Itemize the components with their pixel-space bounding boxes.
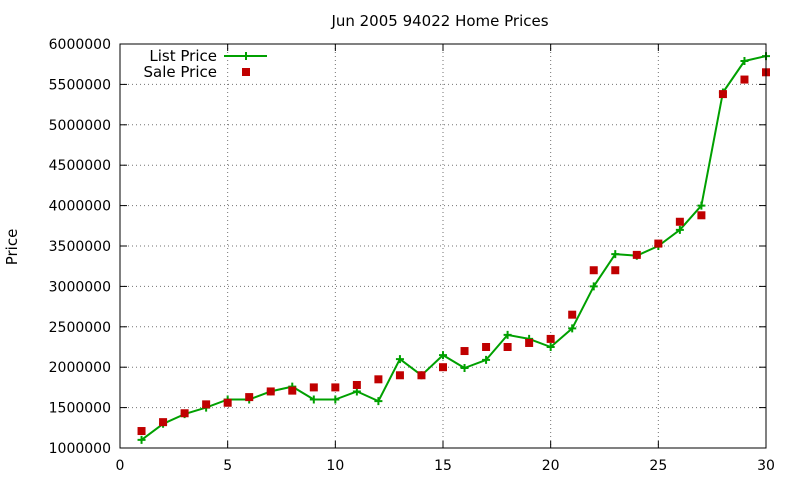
sale-price-point: [525, 338, 534, 347]
sale-price-point: [223, 398, 232, 407]
list-price-point: [309, 395, 318, 404]
tick-labels: 1000000 1500000 2000000 2500000 3000000 35000…: [49, 37, 775, 474]
y-tick-label: 2000000: [49, 360, 111, 376]
plot-frame: [119, 43, 767, 449]
sale-price-point: [589, 266, 598, 275]
sale-price-point: [654, 239, 663, 248]
list-price-point: [395, 355, 404, 364]
list-price-point: [137, 435, 146, 444]
y-tick-label: 1000000: [49, 441, 111, 457]
grid-lines: [120, 44, 766, 448]
sale-price-point: [460, 347, 469, 356]
sale-price-point: [482, 343, 491, 351]
list-price-point: [568, 324, 577, 333]
y-tick-label: 4500000: [49, 158, 111, 174]
list-price-point: [331, 395, 340, 404]
sale-price-point: [546, 334, 555, 343]
sale-price-point: [503, 343, 512, 351]
y-tick-label: 5500000: [49, 77, 111, 93]
sale-price-point: [202, 400, 211, 409]
sale-price-point: [374, 375, 383, 384]
y-tick-label: 5000000: [49, 118, 111, 134]
sale-price-point: [568, 310, 577, 319]
series-layer: [137, 52, 770, 444]
x-tick-label: 5: [223, 458, 232, 474]
y-tick-label: 2500000: [49, 320, 111, 336]
y-tick-label: 6000000: [49, 37, 111, 53]
list-price-point: [374, 397, 383, 406]
list-price-point: [740, 56, 749, 65]
sale-price-point: [718, 90, 727, 99]
x-tick-label: 30: [757, 458, 775, 474]
x-tick-label: 20: [542, 458, 560, 474]
chart-title: Jun 2005 94022 Home Prices: [330, 12, 548, 30]
sale-price-point: [159, 418, 168, 427]
sale-price-point: [632, 250, 641, 259]
list-price-point: [697, 201, 706, 210]
list-price-point: [482, 355, 491, 364]
sale-price-point: [697, 211, 706, 220]
y-axis-label: Price: [3, 229, 21, 266]
x-tick-label: 15: [434, 458, 452, 474]
legend-label-sale-price: Sale Price: [144, 63, 217, 81]
sale-price-point: [417, 371, 426, 380]
list-price-point: [546, 343, 555, 351]
list-price-point: [589, 282, 598, 291]
legend-marker-sale-price: [242, 68, 250, 76]
sale-price-point: [740, 75, 749, 84]
sale-price-point: [309, 383, 318, 392]
sale-price-point: [245, 393, 254, 402]
legend: List Price Sale Price: [144, 47, 267, 81]
sale-price-point: [266, 387, 275, 396]
sale-price-point: [395, 371, 404, 380]
sale-price-point: [331, 383, 340, 392]
sale-price-point: [352, 380, 361, 389]
y-tick-label: 3500000: [49, 239, 111, 255]
sale-price-point: [675, 217, 684, 226]
x-tick-label: 25: [649, 458, 667, 474]
list-price-point: [439, 351, 447, 360]
sale-price-point: [137, 427, 146, 436]
list-price-point: [503, 330, 512, 339]
legend-marker-list-price-point: [242, 52, 250, 60]
list-price-point: [611, 250, 620, 259]
y-tick-label: 4000000: [49, 199, 111, 215]
y-tick-label: 1500000: [49, 401, 111, 417]
x-tick-label: 10: [326, 458, 344, 474]
y-tick-label: 3000000: [49, 279, 111, 295]
sale-price-point: [288, 386, 297, 395]
legend-label-list-price: List Price: [149, 47, 217, 65]
list-price-point: [460, 364, 469, 373]
list-price-point: [675, 225, 684, 234]
sale-price-point: [180, 409, 189, 418]
x-tick-label: 0: [116, 458, 125, 474]
sale-price-point: [439, 363, 447, 372]
sale-price-point: [611, 266, 620, 275]
